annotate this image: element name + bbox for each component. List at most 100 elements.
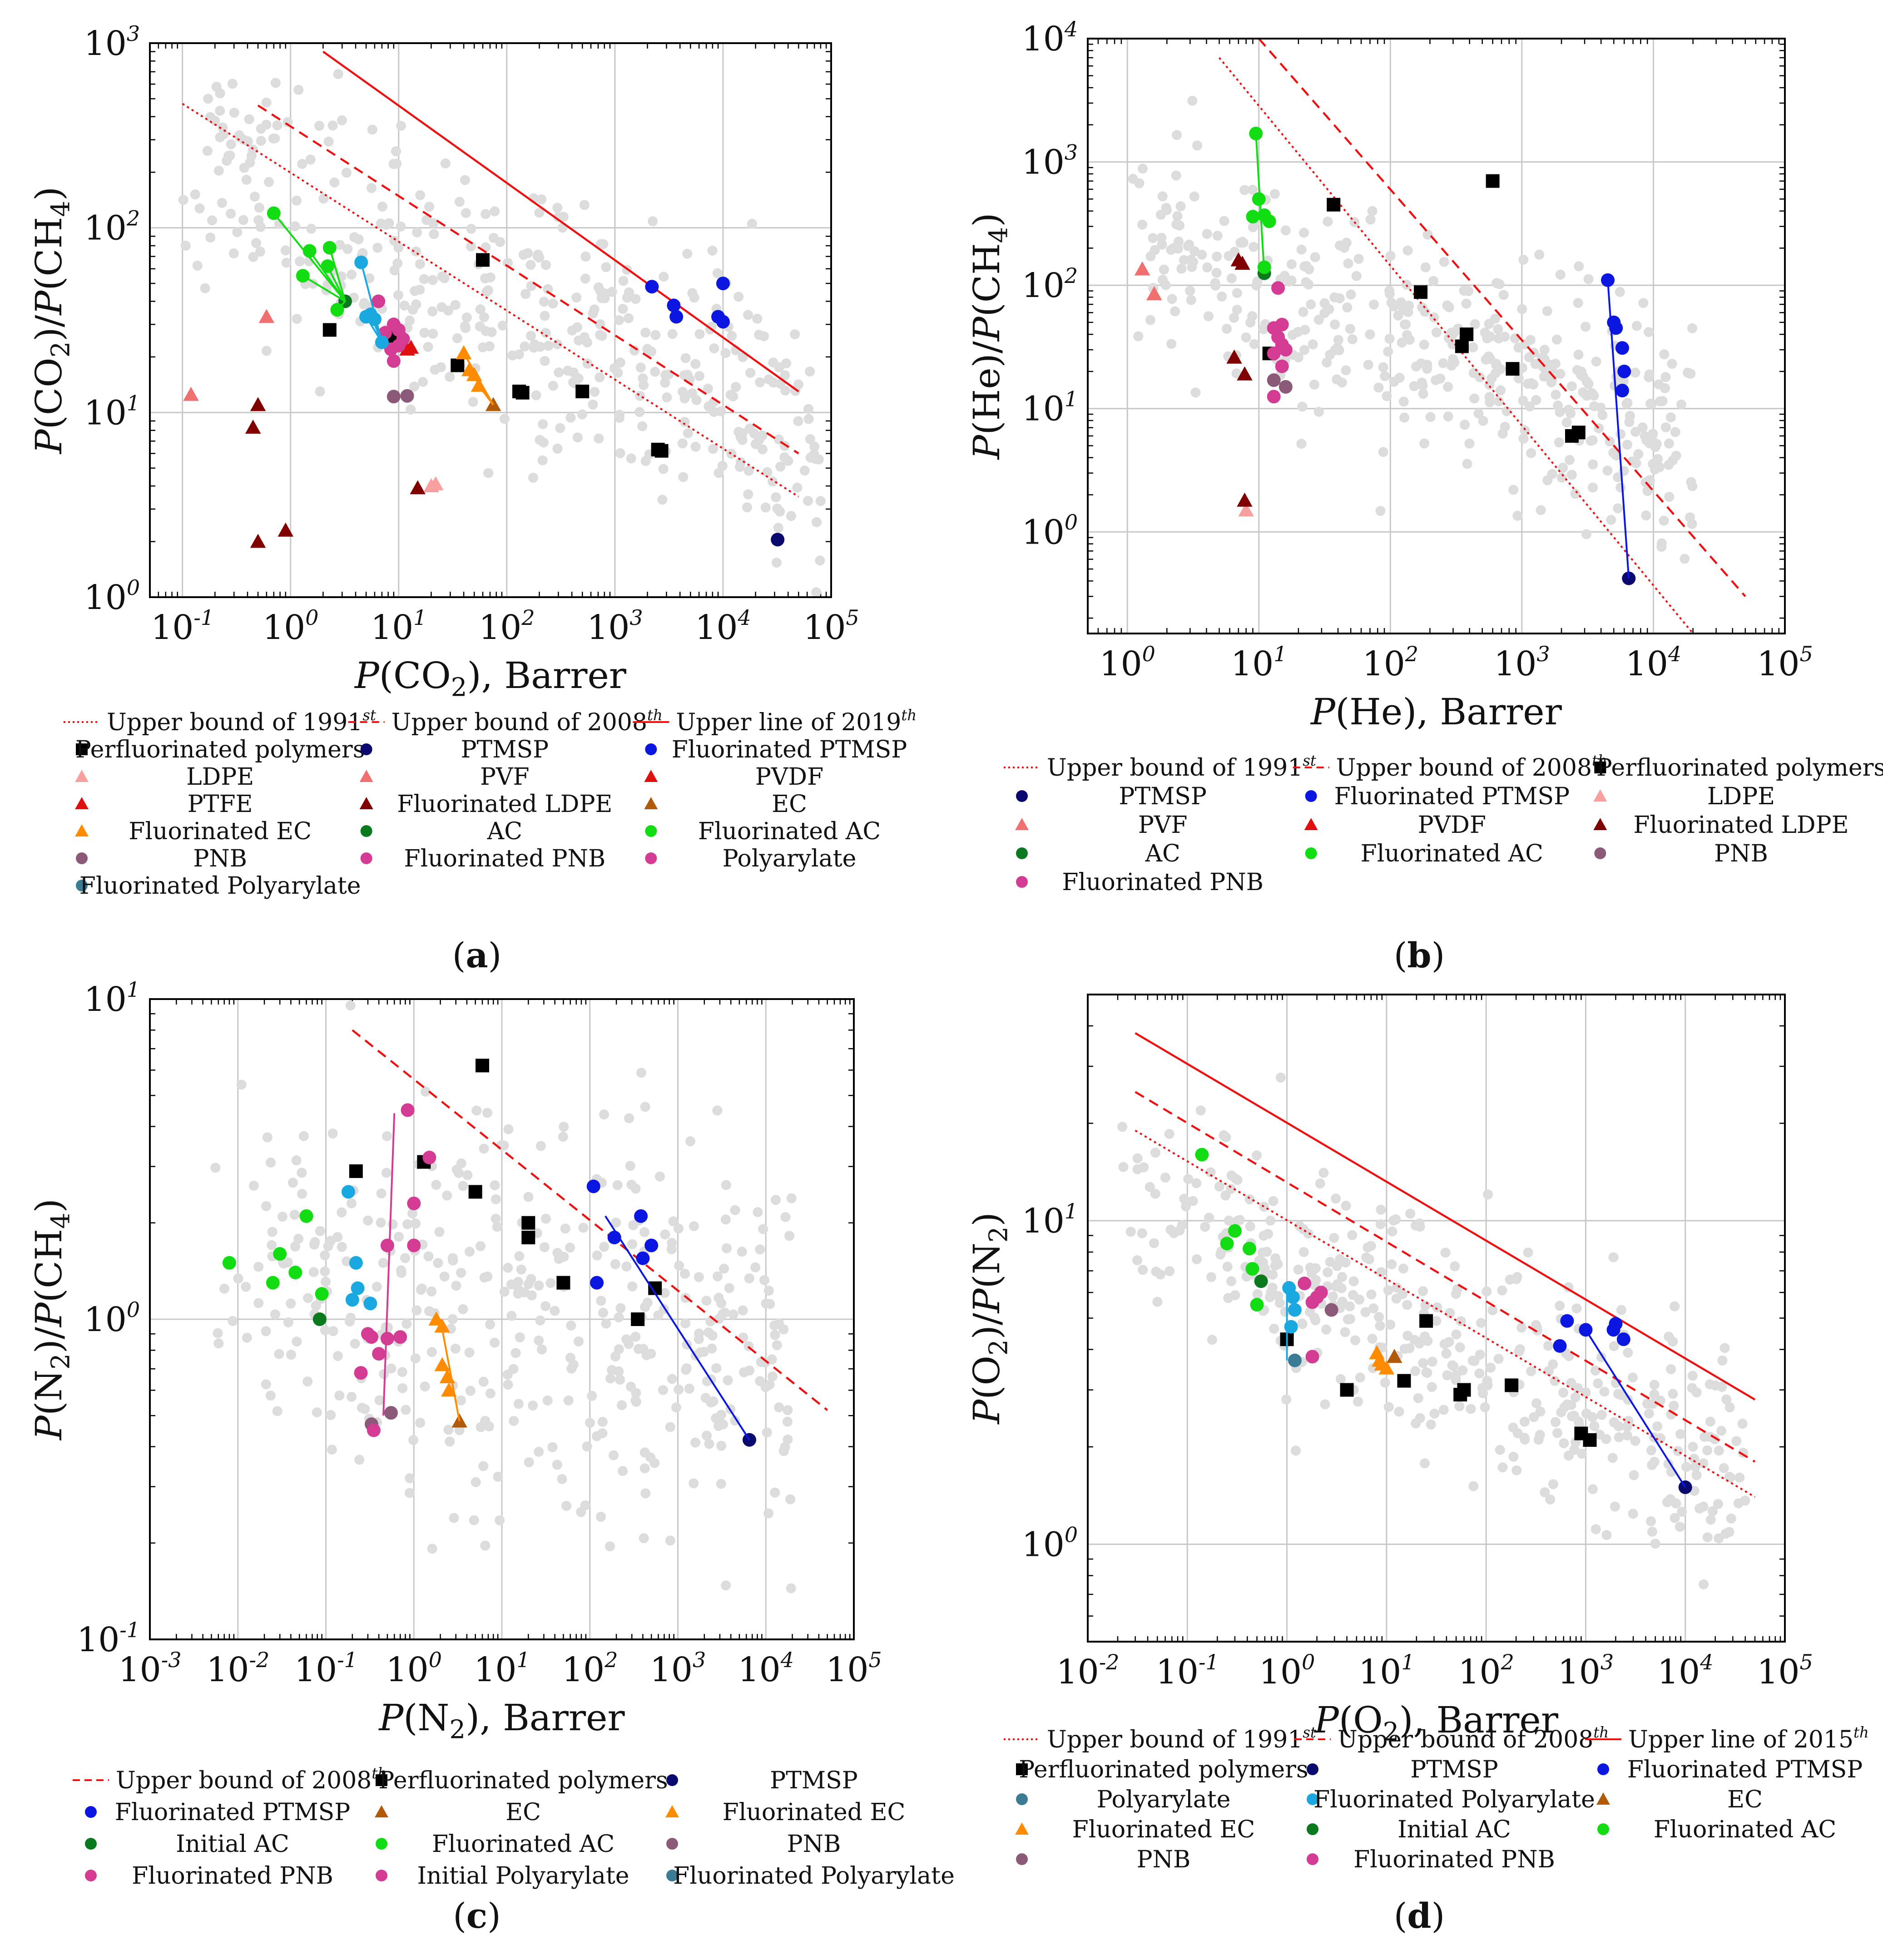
cloud-point-d	[1323, 1267, 1333, 1277]
cloud-point-a	[415, 284, 425, 295]
point-b-8	[1252, 192, 1266, 206]
cloud-point-a	[238, 215, 248, 225]
cloud-point-c	[476, 1422, 486, 1432]
cloud-point-b	[1383, 346, 1393, 357]
cloud-point-a	[717, 460, 728, 471]
cloud-point-a	[572, 432, 583, 443]
cloud-point-b	[1386, 297, 1397, 308]
cloud-point-b	[1380, 371, 1390, 381]
cloud-point-d	[1466, 1404, 1476, 1414]
legend-label-b: AC	[1145, 840, 1180, 867]
cloud-a	[178, 69, 826, 597]
cloud-point-c	[320, 1325, 330, 1336]
cloud-point-c	[597, 1416, 608, 1427]
cloud-point-a	[792, 482, 803, 493]
cloud-point-d	[1487, 1305, 1498, 1316]
point-a-9	[471, 377, 487, 392]
cloud-point-c	[476, 1241, 486, 1251]
grid-d	[1088, 995, 1785, 1642]
cloud-point-a	[552, 203, 563, 213]
cloud-point-d	[1192, 1254, 1202, 1264]
cloud-point-c	[770, 1487, 780, 1498]
cloud-point-b	[1157, 275, 1168, 285]
point-b-10	[1271, 281, 1285, 295]
cloud-point-a	[484, 341, 495, 351]
xtick-label-d: 10-1	[1156, 1650, 1219, 1692]
legend-label-b: PNB	[1714, 840, 1768, 867]
cloud-point-b	[1310, 252, 1320, 262]
cloud-point-d	[1526, 1366, 1536, 1376]
cloud-point-b	[1473, 408, 1484, 419]
cloud-point-c	[763, 1286, 774, 1296]
point-d-2	[1609, 1317, 1623, 1331]
cloud-point-d	[1331, 1193, 1341, 1204]
cloud-point-d	[1623, 1347, 1633, 1358]
cloud-point-d	[1646, 1445, 1656, 1455]
cloud-point-d	[1668, 1389, 1678, 1399]
cloud-point-d	[1724, 1527, 1734, 1537]
cloud-point-a	[297, 159, 307, 169]
cloud-point-a	[803, 414, 814, 424]
series-d-6	[1369, 1345, 1395, 1375]
cloud-point-a	[452, 333, 462, 343]
cloud-point-b	[1157, 191, 1168, 202]
cloud-point-b	[1299, 345, 1309, 355]
series-d-4	[1282, 1281, 1302, 1361]
cloud-point-c	[565, 1352, 575, 1363]
cloud-point-d	[1564, 1351, 1574, 1361]
cloud-point-b	[1615, 482, 1626, 493]
point-b-0	[1414, 285, 1428, 299]
cloud-point-a	[272, 120, 282, 130]
cloud-point-b	[1525, 401, 1535, 411]
cloud-point-d	[1569, 1445, 1580, 1455]
legend-label-d: Fluorinated PTMSP	[1627, 1756, 1863, 1783]
legend-marker-d	[1597, 1823, 1609, 1835]
cloud-point-c	[513, 1277, 523, 1287]
cloud-point-a	[215, 106, 225, 116]
cloud-point-b	[1166, 339, 1177, 349]
cloud-point-c	[721, 1243, 732, 1253]
cloud-point-b	[1373, 382, 1384, 393]
cloud-point-d	[1132, 1255, 1143, 1266]
cloud-point-b	[1487, 373, 1497, 383]
legend-marker-d	[1016, 1853, 1028, 1865]
cloud-point-a	[436, 362, 446, 372]
legend-label-a: PTFE	[188, 791, 253, 818]
cloud-point-c	[315, 1226, 325, 1236]
cloud-point-a	[406, 404, 416, 415]
cloud-point-d	[1298, 1224, 1309, 1234]
cloud-point-a	[248, 252, 258, 262]
cloud-point-a	[738, 352, 748, 362]
series-a-7	[245, 397, 426, 548]
cloud-b	[1128, 95, 1698, 564]
cloud-point-c	[213, 1328, 223, 1338]
cloud-point-c	[292, 1336, 302, 1347]
cloud-point-b	[1419, 339, 1429, 350]
cloud-point-a	[658, 464, 669, 474]
cloud-point-d	[1325, 1257, 1335, 1267]
chart-d: 10-210-1100101102103104105100101P(O2​), …	[966, 994, 1869, 1936]
point-c-2	[644, 1238, 659, 1252]
cloud-point-d	[1174, 1225, 1185, 1236]
cloud-point-b	[1518, 396, 1528, 406]
cloud-point-b	[1425, 412, 1436, 422]
cloud-point-d	[1226, 1276, 1237, 1287]
cloud-point-b	[1202, 229, 1212, 239]
cloud-point-c	[233, 1273, 243, 1284]
cloud-point-a	[775, 506, 785, 517]
cloud-point-b	[1657, 396, 1668, 406]
cloud-point-c	[478, 1376, 489, 1387]
cloud-point-a	[694, 371, 704, 381]
cloud-point-d	[1426, 1419, 1436, 1430]
cloud-point-c	[499, 1287, 510, 1297]
cloud-point-d	[1628, 1372, 1638, 1383]
cloud-point-a	[790, 329, 800, 340]
cloud-point-c	[639, 1533, 649, 1544]
cloud-point-c	[427, 1544, 437, 1554]
cloud-point-a	[384, 218, 394, 228]
point-c-2	[586, 1179, 600, 1193]
point-b-3	[1238, 502, 1254, 517]
ytick-label-d: 101	[1022, 1199, 1078, 1241]
cloud-point-a	[600, 293, 610, 303]
